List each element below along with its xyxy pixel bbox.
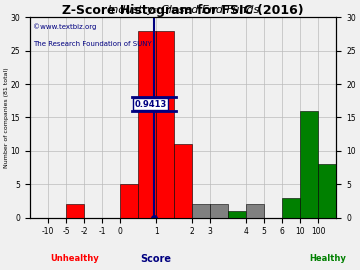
Text: Unhealthy: Unhealthy [51, 255, 99, 264]
Title: Z-Score Histogram for FSIC (2016): Z-Score Histogram for FSIC (2016) [62, 4, 304, 17]
Bar [66, 204, 84, 218]
Bar [192, 204, 210, 218]
Bar [138, 31, 156, 218]
Bar [210, 204, 228, 218]
Bar [228, 211, 246, 218]
Bar [282, 198, 300, 218]
Bar [156, 31, 174, 218]
Bar [174, 144, 192, 218]
Bar [120, 184, 138, 218]
Bar [318, 164, 336, 218]
Bar [300, 111, 318, 218]
Text: ©www.textbiz.org: ©www.textbiz.org [33, 23, 96, 30]
Y-axis label: Number of companies (81 total): Number of companies (81 total) [4, 67, 9, 168]
Text: Healthy: Healthy [309, 255, 346, 264]
Bar [246, 204, 264, 218]
Text: Score: Score [141, 255, 172, 265]
Text: Industry: Closed End Funds: Industry: Closed End Funds [108, 5, 259, 15]
Text: 0.9413: 0.9413 [134, 100, 167, 109]
Text: The Research Foundation of SUNY: The Research Foundation of SUNY [33, 41, 152, 47]
